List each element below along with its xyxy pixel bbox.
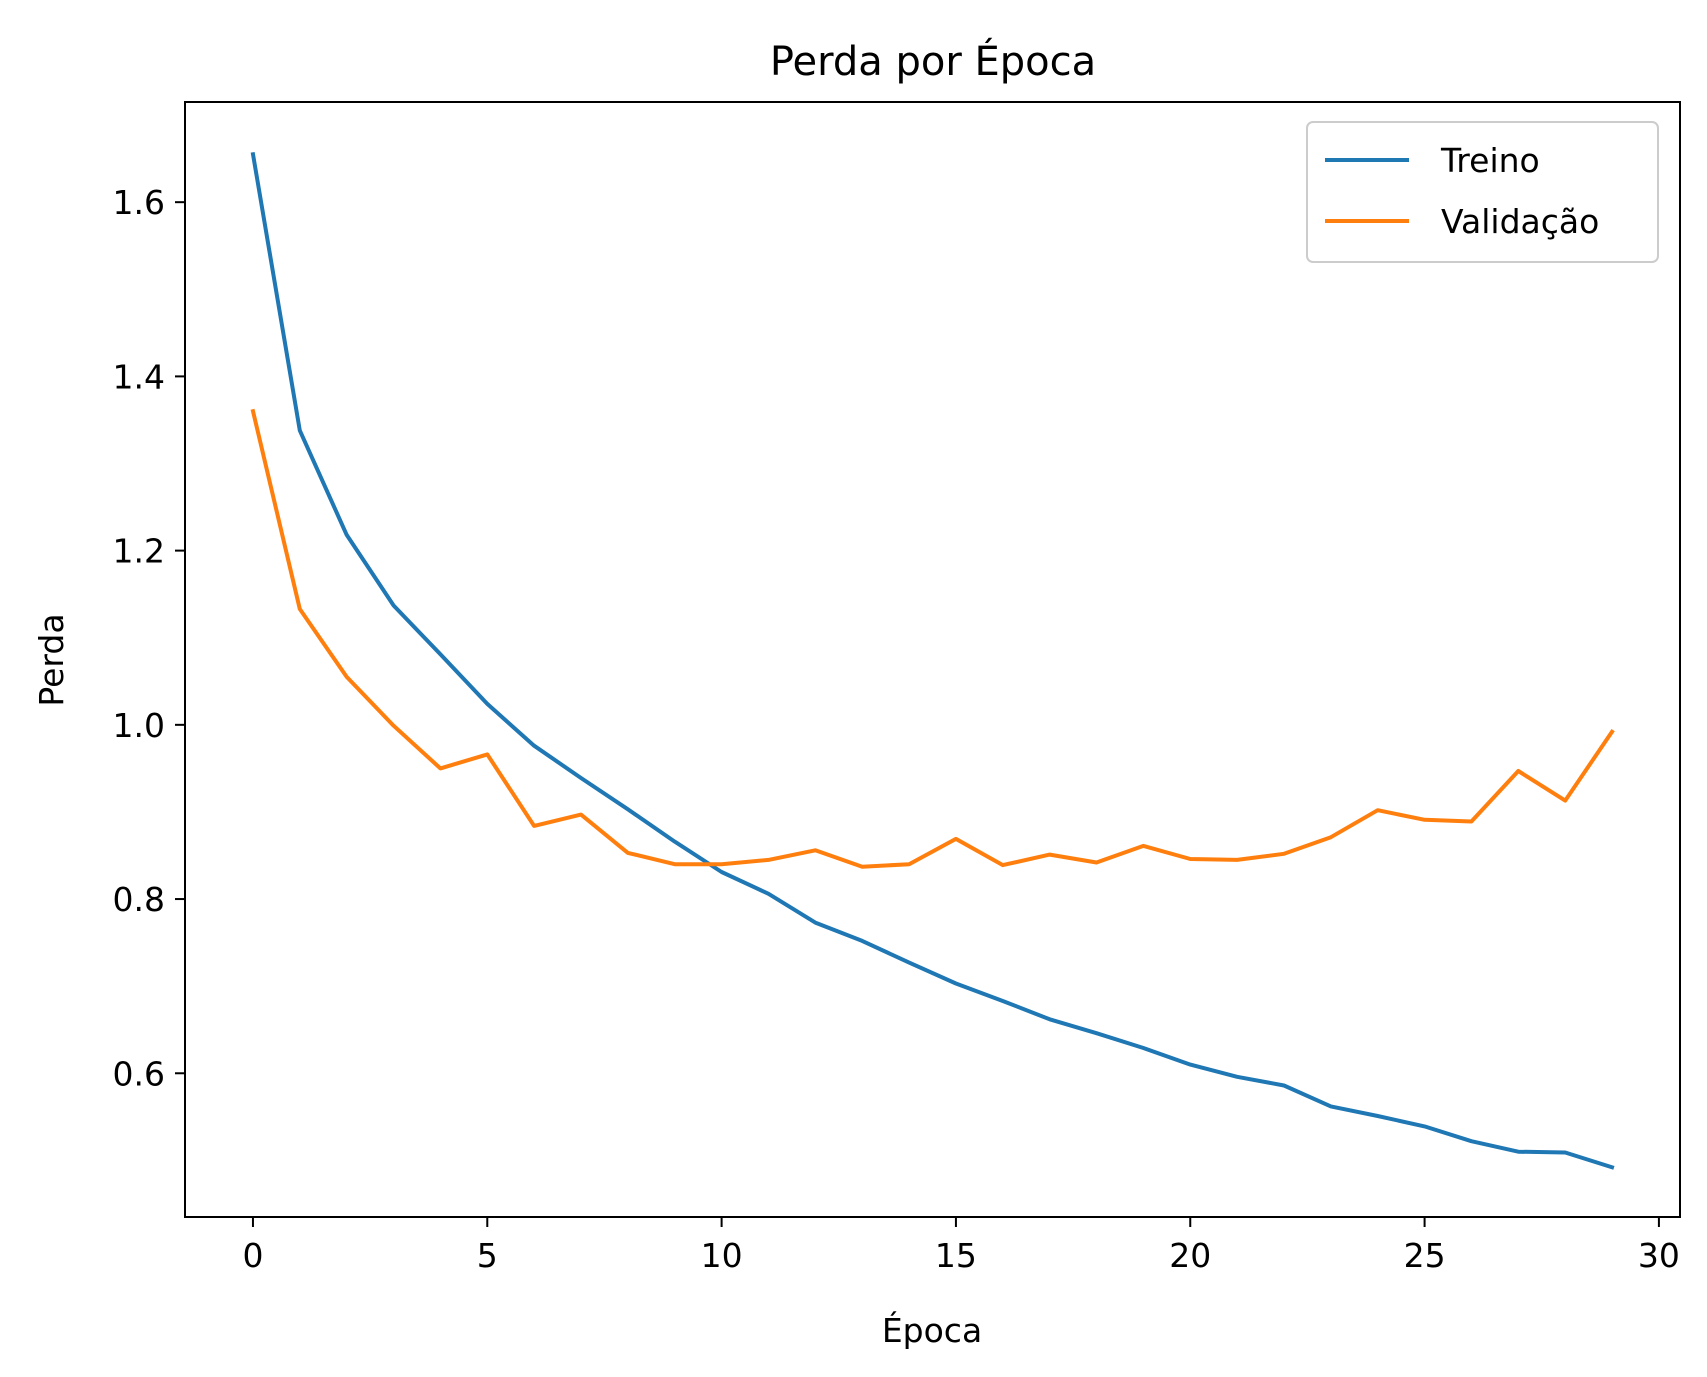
chart-title: Perda por Época xyxy=(770,37,1096,85)
y-tick-label: 1.2 xyxy=(113,532,165,571)
y-tick-label: 1.6 xyxy=(113,183,165,222)
legend: Treino Validação xyxy=(1306,121,1659,263)
series-line-validacao xyxy=(250,408,1615,869)
y-tick-label: 0.8 xyxy=(113,880,165,919)
plot-frame xyxy=(184,101,1681,1218)
series-lines xyxy=(250,151,1615,1170)
y-axis-label: Perda xyxy=(32,613,71,706)
legend-label-validacao: Validação xyxy=(1441,202,1599,241)
x-tick-label: 15 xyxy=(935,1236,977,1275)
x-tick-label: 0 xyxy=(242,1236,263,1275)
x-axis-label: Época xyxy=(882,1310,982,1350)
series-line-treino xyxy=(250,151,1615,1170)
y-tick-label: 0.6 xyxy=(113,1054,165,1093)
x-axis: 0 5 10 15 20 25 30 xyxy=(242,1217,1680,1275)
x-tick-label: 30 xyxy=(1638,1236,1680,1275)
x-tick-label: 5 xyxy=(477,1236,498,1275)
legend-label-treino: Treino xyxy=(1440,141,1540,180)
y-axis: 0.6 0.8 1.0 1.2 1.4 1.6 xyxy=(113,183,185,1093)
y-tick-label: 1.0 xyxy=(113,706,165,745)
y-tick-label: 1.4 xyxy=(113,357,165,396)
x-tick-label: 25 xyxy=(1404,1236,1446,1275)
legend-box xyxy=(1306,121,1659,263)
x-tick-label: 10 xyxy=(701,1236,743,1275)
x-tick-label: 20 xyxy=(1169,1236,1211,1275)
